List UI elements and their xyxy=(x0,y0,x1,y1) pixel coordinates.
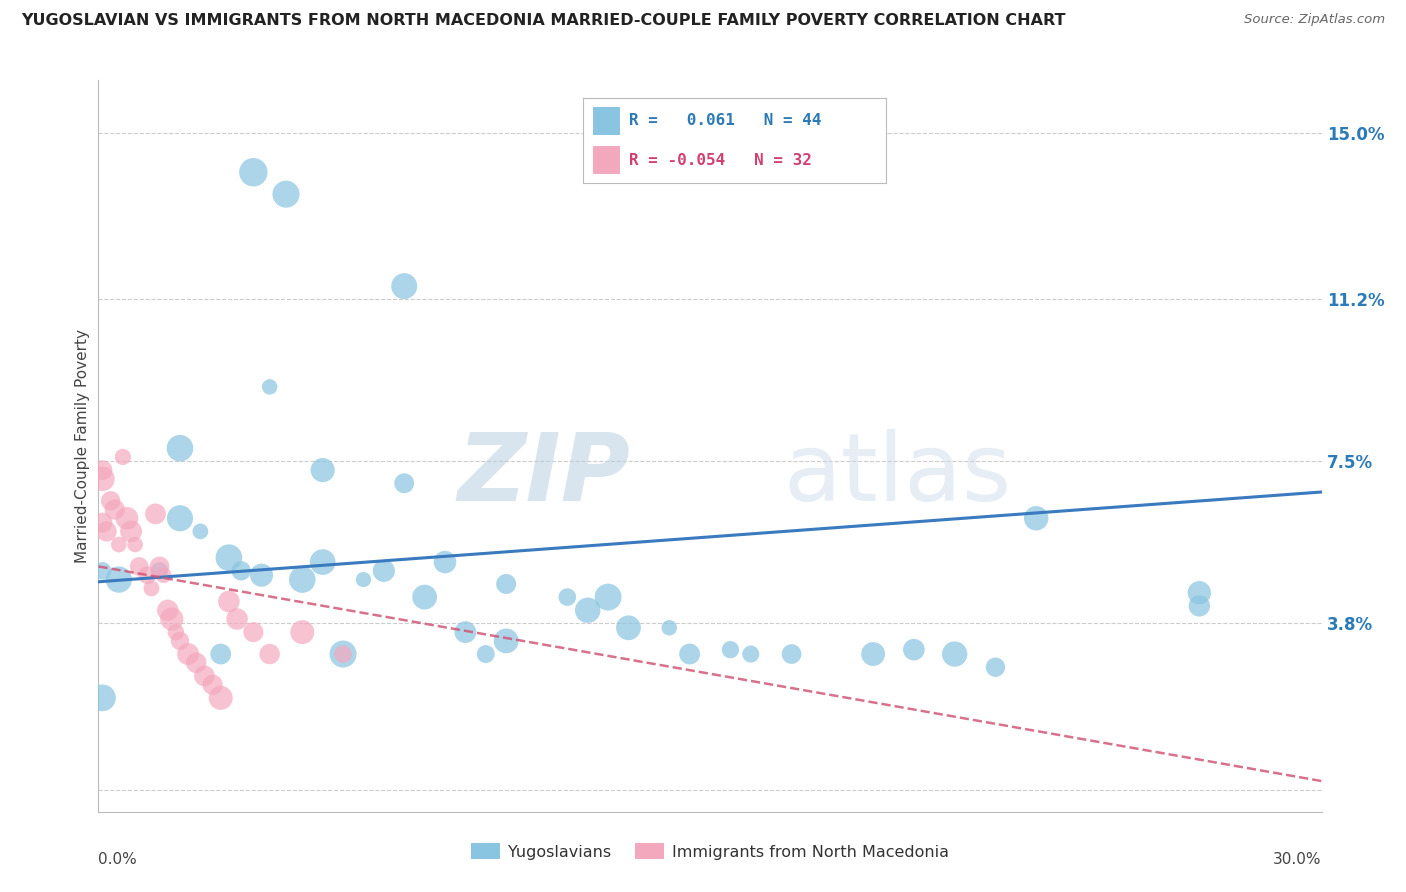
Point xyxy=(495,577,517,591)
Point xyxy=(141,582,163,596)
Point xyxy=(91,463,114,477)
Point xyxy=(373,564,395,578)
Point xyxy=(250,568,273,582)
Point xyxy=(352,573,374,587)
Point xyxy=(152,568,174,582)
Point xyxy=(780,647,803,661)
Point xyxy=(108,537,131,551)
Point xyxy=(312,555,335,569)
Point xyxy=(145,507,167,521)
Point xyxy=(218,594,240,608)
Text: 30.0%: 30.0% xyxy=(1274,852,1322,867)
Point xyxy=(169,634,191,648)
Point xyxy=(392,476,416,491)
Point xyxy=(259,647,281,661)
Point xyxy=(100,493,122,508)
Point xyxy=(862,647,884,661)
Bar xyxy=(592,146,620,175)
Point xyxy=(332,647,354,661)
Point xyxy=(96,524,118,539)
Point xyxy=(332,647,354,661)
Point xyxy=(124,537,146,551)
Text: Source: ZipAtlas.com: Source: ZipAtlas.com xyxy=(1244,13,1385,27)
Point xyxy=(474,647,498,661)
Point xyxy=(186,656,208,670)
Point xyxy=(160,612,183,626)
Point xyxy=(111,450,134,464)
Point xyxy=(413,590,436,604)
Legend: Yugoslavians, Immigrants from North Macedonia: Yugoslavians, Immigrants from North Mace… xyxy=(465,837,955,866)
Point xyxy=(679,647,702,661)
Point xyxy=(91,564,114,578)
Point xyxy=(495,634,517,648)
Point xyxy=(720,642,742,657)
Point xyxy=(209,690,232,705)
Point xyxy=(454,625,477,640)
Point xyxy=(188,524,212,539)
Point xyxy=(120,524,142,539)
Point xyxy=(434,555,457,569)
Point xyxy=(903,642,925,657)
Point xyxy=(128,559,150,574)
Point xyxy=(242,165,264,179)
Point xyxy=(91,690,114,705)
Point xyxy=(617,621,640,635)
Text: R = -0.054   N = 32: R = -0.054 N = 32 xyxy=(628,153,811,168)
Bar xyxy=(592,107,620,135)
Point xyxy=(209,647,232,661)
Point xyxy=(576,603,599,617)
Y-axis label: Married-Couple Family Poverty: Married-Couple Family Poverty xyxy=(75,329,90,563)
Point xyxy=(226,612,249,626)
Text: 0.0%: 0.0% xyxy=(98,852,138,867)
Point xyxy=(91,516,114,530)
Point xyxy=(169,511,191,525)
Point xyxy=(115,511,138,525)
Point xyxy=(557,590,579,604)
Text: YUGOSLAVIAN VS IMMIGRANTS FROM NORTH MACEDONIA MARRIED-COUPLE FAMILY POVERTY COR: YUGOSLAVIAN VS IMMIGRANTS FROM NORTH MAC… xyxy=(21,13,1066,29)
Point xyxy=(740,647,762,661)
Point xyxy=(149,564,172,578)
Text: atlas: atlas xyxy=(783,429,1012,521)
Point xyxy=(658,621,681,635)
Point xyxy=(598,590,620,604)
Point xyxy=(201,678,224,692)
Point xyxy=(169,441,191,455)
Point xyxy=(392,279,416,293)
Point xyxy=(136,568,159,582)
Point xyxy=(218,550,240,565)
Point xyxy=(291,625,314,640)
Point xyxy=(1188,599,1211,613)
Point xyxy=(259,380,281,394)
Point xyxy=(1025,511,1047,525)
Point xyxy=(91,472,114,486)
Point xyxy=(274,187,297,202)
Point xyxy=(984,660,1007,674)
Point xyxy=(108,573,131,587)
Text: ZIP: ZIP xyxy=(457,429,630,521)
Point xyxy=(242,625,264,640)
Point xyxy=(104,502,127,516)
Point xyxy=(149,559,172,574)
Text: R =   0.061   N = 44: R = 0.061 N = 44 xyxy=(628,113,821,128)
Point xyxy=(156,603,179,617)
Point xyxy=(165,625,187,640)
Point xyxy=(291,573,314,587)
Point xyxy=(231,564,253,578)
Point xyxy=(943,647,966,661)
Point xyxy=(312,463,335,477)
Point xyxy=(193,669,215,683)
Point xyxy=(1188,585,1211,599)
Point xyxy=(177,647,200,661)
